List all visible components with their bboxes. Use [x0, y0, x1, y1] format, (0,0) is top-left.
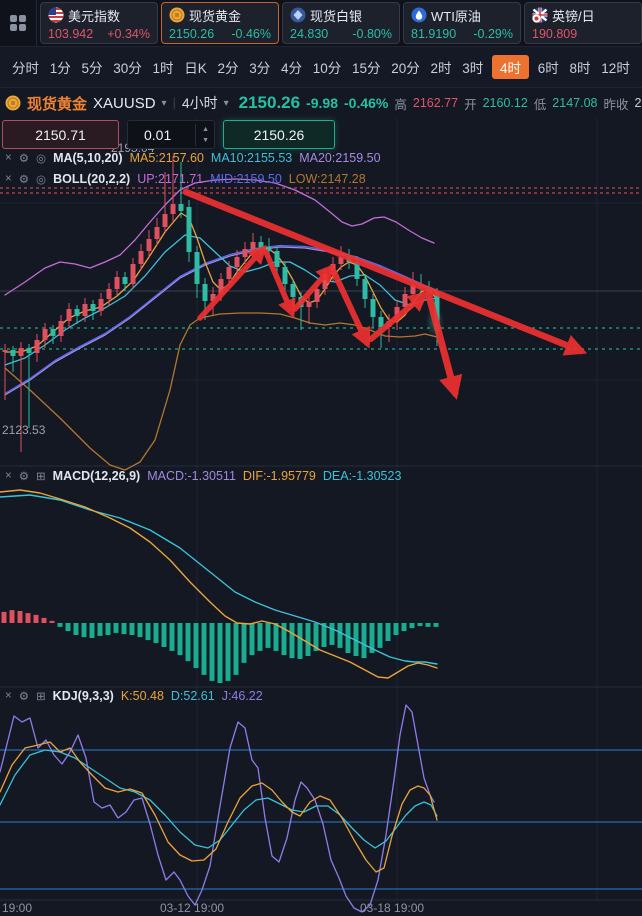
- timeframe-15分[interactable]: 15分: [352, 61, 381, 76]
- timeframe-20分[interactable]: 20分: [391, 61, 420, 76]
- interval-dropdown-caret[interactable]: ▾: [223, 97, 229, 109]
- expand-icon[interactable]: ⊞: [36, 691, 46, 703]
- timeframe-30分[interactable]: 30分: [113, 61, 142, 76]
- ticker-price: 2150.26: [169, 26, 215, 41]
- symbol-dropdown-caret[interactable]: ▾: [161, 97, 167, 109]
- divider: |: [172, 96, 176, 110]
- open-value: 2160.12: [482, 96, 528, 110]
- apps-menu-button[interactable]: [0, 0, 37, 46]
- timeframe-日K[interactable]: 日K: [184, 61, 207, 76]
- ticker-price: 103.942: [48, 26, 94, 41]
- ticker-price: 190.809: [532, 26, 578, 41]
- high-label: 高: [394, 97, 407, 112]
- price-label-low: 2123.53: [2, 423, 46, 437]
- symbol-info-bar: 现货黄金 XAUUSD ▾ | 4小时 ▾ 2150.26 -9.98 -0.4…: [0, 88, 642, 118]
- ticker-change: -0.80%: [352, 26, 392, 41]
- timeframe-3时[interactable]: 3时: [462, 61, 484, 76]
- settings-icon[interactable]: ⚙: [18, 471, 30, 483]
- settings-icon[interactable]: ⚙: [18, 153, 30, 165]
- timeframe-8时[interactable]: 8时: [569, 61, 591, 76]
- buy-price-button[interactable]: 2150.26: [223, 120, 335, 149]
- ticker-price: 24.830: [290, 26, 329, 41]
- ticker-name: 现货白银: [310, 8, 363, 24]
- ticker-card[interactable]: 美元指数 103.942 +0.34%: [40, 2, 158, 44]
- ticker-name: WTI原油: [431, 8, 481, 24]
- gold-coin-icon: [5, 95, 21, 111]
- eye-icon[interactable]: ◎: [36, 153, 47, 165]
- symbol-code: XAUUSD: [93, 94, 156, 112]
- ticker-card[interactable]: 现货白银 24.830 -0.80%: [282, 2, 400, 44]
- high-value: 2162.77: [412, 96, 459, 110]
- order-entry-row: 2150.71 0.01 ▲ ▼ 2150.26: [2, 120, 335, 149]
- timeframe-2时[interactable]: 2时: [430, 61, 452, 76]
- ticker-card[interactable]: 现货黄金 2150.26 -0.46%: [161, 2, 279, 44]
- timeframe-3分[interactable]: 3分: [249, 61, 271, 76]
- low-label: 低: [533, 97, 547, 112]
- oil-icon: [411, 7, 427, 23]
- ticker-change: +0.34%: [107, 26, 150, 41]
- ticker-change: -0.46%: [231, 26, 271, 41]
- us-flag-icon: [48, 7, 64, 23]
- settings-icon[interactable]: ⚙: [18, 174, 30, 186]
- ticker-card[interactable]: 英镑/日 190.809: [524, 2, 642, 44]
- interval-selector[interactable]: 4小时: [181, 95, 218, 111]
- ticker-bar: 美元指数 103.942 +0.34% 现货黄金 2150.26 -0.46% 现货白银 24…: [0, 0, 642, 47]
- gbpjpy-flag-icon: [532, 7, 548, 23]
- open-label: 开: [464, 97, 477, 112]
- ticker-change: -0.29%: [473, 26, 513, 41]
- close-icon[interactable]: ×: [5, 690, 12, 702]
- ticker-name: 英镑/日: [552, 8, 595, 24]
- close-icon[interactable]: ×: [5, 152, 12, 164]
- close-icon[interactable]: ×: [5, 173, 12, 185]
- ticker-card[interactable]: WTI原油 81.9190 -0.29%: [403, 2, 521, 44]
- timeframe-12时[interactable]: 12时: [601, 61, 630, 76]
- ticker-name: 现货黄金: [189, 8, 242, 24]
- x-axis-label: 03-18 19:00: [360, 901, 425, 915]
- low-value: 2147.08: [552, 96, 598, 110]
- timeframe-分时[interactable]: 分时: [12, 61, 39, 76]
- price-change: -9.98: [306, 95, 339, 111]
- expand-icon[interactable]: ⊞: [36, 471, 46, 483]
- buy-price: 2150.26: [253, 126, 305, 143]
- settings-icon[interactable]: ⚙: [18, 691, 30, 703]
- close-icon[interactable]: ×: [5, 470, 12, 482]
- timeframe-5分[interactable]: 5分: [81, 61, 103, 76]
- x-axis-label: 03-12 19:00: [160, 901, 225, 915]
- timeframe-10分[interactable]: 10分: [312, 61, 342, 76]
- gold-coin-icon: [169, 7, 185, 23]
- step-value: 0.01: [144, 126, 172, 143]
- x-axis-label: 19:00: [2, 901, 33, 915]
- step-down-icon[interactable]: ▼: [202, 136, 209, 144]
- last-price: 2150.26: [238, 93, 301, 112]
- ticker-price: 81.9190: [411, 26, 457, 41]
- step-up-icon[interactable]: ▲: [202, 125, 209, 133]
- prev-close-label: 昨收: [603, 97, 629, 112]
- price-change-pct: -0.46%: [344, 95, 389, 111]
- sell-price-button[interactable]: 2150.71: [2, 120, 119, 149]
- timeframe-4分[interactable]: 4分: [281, 61, 303, 76]
- timeframe-bar: 分时 1分 5分 30分 1时 日K 2分 3分 4分 10分 15分 20分 2时 3时 4时 6时 8时 12…: [0, 47, 642, 88]
- grid-menu-icon: [10, 15, 26, 31]
- timeframe-2分[interactable]: 2分: [217, 61, 239, 76]
- eye-icon[interactable]: ◎: [36, 174, 47, 186]
- timeframe-6时[interactable]: 6时: [537, 61, 559, 76]
- timeframe-1分[interactable]: 1分: [49, 61, 71, 76]
- ticker-name: 美元指数: [68, 8, 121, 24]
- silver-icon: [290, 7, 306, 23]
- sell-price: 2150.71: [35, 126, 86, 143]
- prev-close-value: 21: [634, 96, 642, 110]
- timeframe-4时[interactable]: 4时: [492, 55, 530, 79]
- timeframe-1时[interactable]: 1时: [152, 61, 174, 76]
- quantity-stepper[interactable]: 0.01 ▲ ▼: [127, 120, 215, 149]
- symbol-name: 现货黄金: [27, 95, 88, 113]
